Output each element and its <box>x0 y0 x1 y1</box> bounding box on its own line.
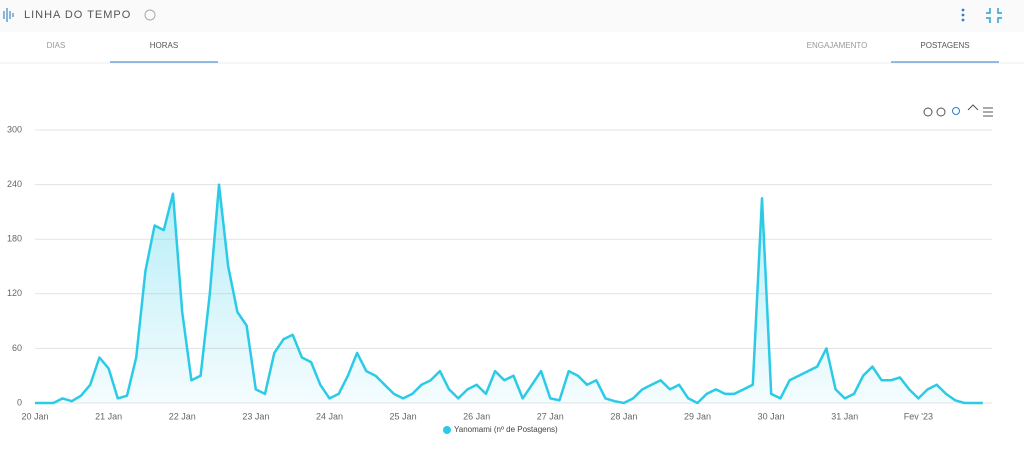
line <box>35 183 983 405</box>
menu-icon[interactable] <box>961 8 965 22</box>
x-tick-label: 23 Jan <box>242 411 269 421</box>
x-tick-label: 25 Jan <box>390 411 417 421</box>
tab[interactable]: ENGAJAMENTO <box>807 41 868 50</box>
x-tick-label: 21 Jan <box>95 411 122 421</box>
x-tick-label: 28 Jan <box>610 411 637 421</box>
tab[interactable]: HORAS <box>150 41 178 50</box>
help-icon[interactable] <box>144 9 156 21</box>
y-tick-label: 180 <box>7 234 22 244</box>
header-title: LINHA DO TEMPO <box>24 9 131 21</box>
x-tick-label: 30 Jan <box>758 411 785 421</box>
legend-label: Yanomami (nº de Postagens) <box>454 425 558 434</box>
x-tick-label: 27 Jan <box>537 411 564 421</box>
legend-swatch <box>443 426 451 434</box>
tab[interactable]: POSTAGENS <box>920 41 969 50</box>
y-tick-label: 300 <box>7 124 22 134</box>
x-tick-label: 26 Jan <box>463 411 490 421</box>
y-tick-label: 60 <box>12 343 22 353</box>
logo-icon <box>3 8 14 22</box>
x-tick-label: 20 Jan <box>21 411 48 421</box>
header-bar <box>0 0 1024 32</box>
y-tick-label: 0 <box>17 397 22 407</box>
y-tick-label: 120 <box>7 288 22 298</box>
x-tick-label: Fev '23 <box>904 411 933 421</box>
toolbar[interactable] <box>923 104 993 117</box>
x-tick-label: 29 Jan <box>684 411 711 421</box>
x-tick-label: 22 Jan <box>169 411 196 421</box>
collapse-icon[interactable] <box>986 8 1002 23</box>
x-tick-label: 24 Jan <box>316 411 343 421</box>
x-tick-label: 31 Jan <box>831 411 858 421</box>
y-tick-label: 240 <box>7 179 22 189</box>
tab[interactable]: DIAS <box>47 41 66 50</box>
